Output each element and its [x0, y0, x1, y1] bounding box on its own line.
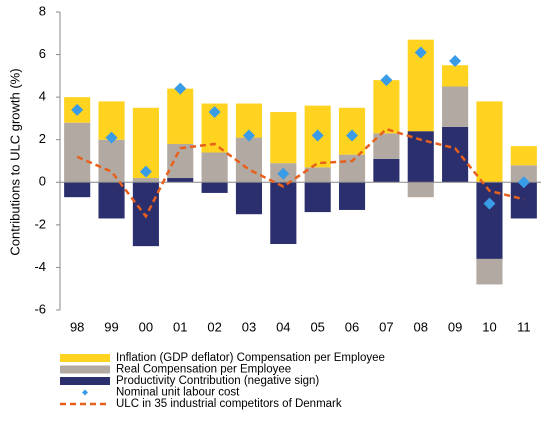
legend-label: Productivity Contribution (negative sign… — [116, 375, 319, 387]
legend-label: Inflation (GDP deflator) Compensation pe… — [116, 352, 385, 364]
marker — [139, 165, 152, 178]
marker — [517, 176, 530, 189]
bar — [373, 133, 400, 159]
x-tick-label: 10 — [482, 319, 496, 334]
bar — [167, 88, 194, 144]
bar — [510, 146, 537, 166]
x-tick-label: 07 — [379, 319, 393, 334]
line — [76, 127, 525, 219]
x-tick-label: 09 — [448, 319, 462, 334]
marker — [208, 106, 221, 119]
bar — [132, 178, 159, 183]
bar — [476, 101, 503, 183]
bar — [64, 182, 91, 198]
y-tick-label: -6 — [34, 301, 46, 316]
bar — [442, 65, 469, 87]
bar — [98, 182, 125, 219]
x-tick-label: 99 — [104, 319, 118, 334]
bar — [476, 182, 503, 259]
bar — [64, 122, 91, 183]
marker — [311, 129, 324, 142]
bar — [510, 165, 537, 183]
y-tick-label: 0 — [39, 174, 46, 189]
marker — [105, 131, 118, 144]
marker — [277, 167, 290, 180]
x-tick-label: 98 — [70, 319, 84, 334]
bar — [304, 182, 331, 213]
x-tick-label: 06 — [345, 319, 359, 334]
bar — [167, 143, 194, 179]
bar — [270, 182, 297, 245]
y-tick-label: -2 — [34, 216, 46, 231]
bar — [373, 158, 400, 183]
bar — [201, 182, 228, 193]
bar — [373, 80, 400, 134]
y-tick-label: -4 — [34, 259, 46, 274]
bar — [442, 86, 469, 127]
y-axis-label: Contributions to ULC growth (%) — [7, 68, 22, 255]
marker — [242, 129, 255, 142]
bar — [338, 154, 366, 183]
marker — [71, 103, 84, 116]
legend-label: Nominal unit labour cost — [116, 387, 240, 399]
marker — [174, 82, 187, 95]
legend-label: Real Compensation per Employee — [116, 364, 291, 376]
x-tick-label: 08 — [414, 319, 428, 334]
x-tick-label: 11 — [517, 319, 531, 334]
legend-swatch — [60, 377, 110, 385]
marker — [380, 74, 393, 87]
legend-label: ULC in 35 industrial competitors of Denm… — [116, 398, 342, 410]
bar — [201, 152, 228, 183]
bar — [476, 258, 503, 285]
bar — [167, 178, 194, 183]
x-tick-label: 04 — [276, 319, 290, 334]
x-tick-label: 05 — [310, 319, 324, 334]
bar — [407, 182, 434, 198]
x-tick-label: 00 — [139, 319, 153, 334]
marker — [449, 54, 462, 67]
legend-swatch — [60, 354, 110, 362]
bar — [235, 137, 263, 183]
y-tick-label: 6 — [39, 46, 46, 61]
bar — [270, 112, 297, 164]
bar — [510, 182, 537, 219]
x-tick-label: 03 — [242, 319, 256, 334]
marker — [346, 129, 359, 142]
bar — [442, 126, 469, 183]
marker — [483, 197, 496, 210]
x-tick-label: 02 — [207, 319, 221, 334]
y-tick-label: 4 — [39, 89, 46, 104]
bar — [98, 139, 125, 183]
y-tick-label: 8 — [39, 3, 46, 18]
x-tick-label: 01 — [173, 319, 187, 334]
legend-swatch — [60, 365, 110, 374]
y-tick-label: 2 — [39, 131, 46, 146]
marker — [414, 46, 427, 59]
bar — [338, 182, 366, 210]
bar — [235, 182, 263, 215]
legend-swatch — [82, 389, 88, 396]
bar — [304, 167, 331, 183]
